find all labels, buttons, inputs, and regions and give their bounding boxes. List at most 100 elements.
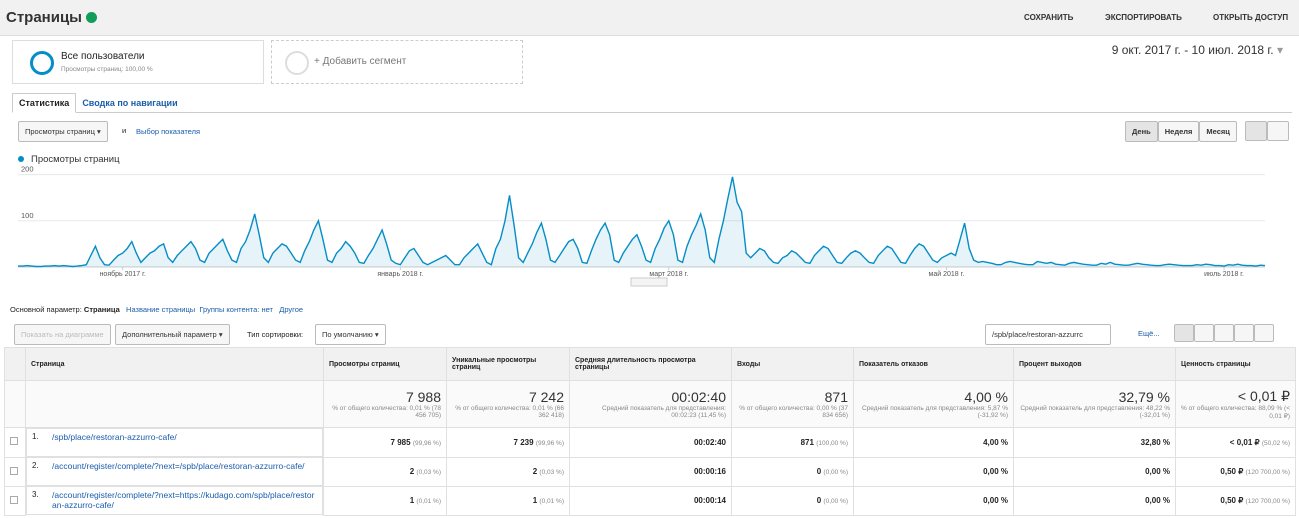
total-value: 7 988 xyxy=(405,389,441,405)
page-link[interactable]: /spb/place/restoran-azzurro-cafe/ xyxy=(52,432,177,442)
cell-value: 0 xyxy=(816,496,822,505)
value-cell: 00:00:14 xyxy=(569,485,732,516)
dimension-item[interactable]: Другое xyxy=(279,305,304,314)
motion-chart-button[interactable] xyxy=(1266,121,1289,141)
cell-percent: (50,02 %) xyxy=(1261,439,1290,447)
view-button[interactable] xyxy=(1214,324,1234,342)
x-tick-label: ноябрь 2017 г. xyxy=(100,270,146,278)
cell-value: 0,50 ₽ xyxy=(1220,467,1244,476)
tab[interactable]: Статистика xyxy=(12,93,77,113)
plot-rows-button[interactable]: Показать на диаграмме xyxy=(14,324,111,345)
metric-text: Просмотры страниц xyxy=(25,127,95,136)
total-cell: < 0,01 ₽% от общего количества: 88,09 % … xyxy=(1175,380,1296,428)
cell-value: 4,00 % xyxy=(983,437,1008,447)
export-button[interactable]: ЭКСПОРТИРОВАТЬ xyxy=(1105,13,1182,22)
cell-percent: (0,01 %) xyxy=(416,498,441,505)
total-value: 871 xyxy=(824,389,848,405)
page-link[interactable]: /account/register/complete/?next=/spb/pl… xyxy=(52,461,305,471)
more-link[interactable]: Ещё... xyxy=(1138,329,1160,338)
empty-cell xyxy=(25,380,324,428)
save-button[interactable]: СОХРАНИТЬ xyxy=(1024,13,1074,22)
x-tick-label: март 2018 г. xyxy=(649,271,688,278)
period-button[interactable]: Месяц xyxy=(1199,121,1237,142)
view-button[interactable] xyxy=(1254,324,1274,342)
line-chart-button[interactable] xyxy=(1244,121,1267,141)
table-row: 1. /spb/place/restoran-azzurro-cafe/7 985… xyxy=(4,427,1296,458)
segment-card[interactable]: Все пользователи Просмотры страниц: 100,… xyxy=(12,40,264,84)
value-cell: 7 985 (99,96 %) xyxy=(323,427,447,458)
tab[interactable]: Сводка по навигации xyxy=(82,98,178,108)
page-cell: 3. /account/register/complete/?next=https… xyxy=(26,486,323,515)
view-buttons xyxy=(1174,324,1274,342)
period-button[interactable]: Неделя xyxy=(1157,121,1200,142)
cell-percent: (120 700,00 %) xyxy=(1245,498,1290,505)
view-button[interactable] xyxy=(1174,324,1194,342)
value-cell: 2 (0,03 %) xyxy=(446,456,570,487)
row-index: 3. xyxy=(32,490,39,499)
column-header: Показатель отказов xyxy=(853,347,1014,381)
value-cell: 0,00 % xyxy=(1013,456,1176,487)
value-cell: 0,50 ₽ (120 700,00 %) xyxy=(1175,485,1296,516)
column-header: Процент выходов xyxy=(1013,347,1176,381)
column-header: Уникальные просмотры страниц xyxy=(446,347,570,381)
value-cell: 32,80 % xyxy=(1013,427,1176,458)
chart-scroll-handle[interactable] xyxy=(630,277,668,287)
checkbox-cell xyxy=(4,456,26,487)
cell-percent: (99,96 %) xyxy=(535,439,564,447)
chart: Просмотры страниц 100 200 ноябрь 2017 г. ян… xyxy=(18,154,1266,287)
cell-percent: (0,00 %) xyxy=(823,469,848,476)
sort-text: По умолчанию xyxy=(322,330,373,339)
secondary-dimension[interactable]: Дополнительный параметр ▾ xyxy=(115,324,230,345)
metric-select[interactable]: Просмотры страниц ▾ xyxy=(18,121,108,142)
cell-value: 1 xyxy=(532,496,538,505)
y-tick-label: 100 xyxy=(21,211,34,220)
view-button[interactable] xyxy=(1194,324,1214,342)
line xyxy=(18,176,1266,268)
checkbox[interactable] xyxy=(10,466,18,475)
total-cell: 7 988% от общего количества: 0,01 % (78 … xyxy=(323,380,447,428)
total-cell: 871% от общего количества: 0,00 % (37 83… xyxy=(731,380,854,428)
value-cell: 00:00:16 xyxy=(569,456,732,487)
total-sub: % от общего количества: 0,00 % (37 834 6… xyxy=(739,405,848,419)
total-sub: Средний показатель для представления: 48… xyxy=(1020,405,1170,419)
total-sub: Средний показатель для представления: 5,… xyxy=(861,405,1008,419)
value-cell: 0 (0,00 %) xyxy=(731,485,854,516)
page-cell: 2. /account/register/complete/?next=/spb/… xyxy=(26,457,323,486)
cell-value: 32,80 % xyxy=(1140,437,1170,447)
page-link[interactable]: /account/register/complete/?next=https:/… xyxy=(52,490,315,510)
cell-value: 00:00:14 xyxy=(693,496,726,505)
value-cell: 871 (100,00 %) xyxy=(731,427,854,458)
view-button[interactable] xyxy=(1234,324,1254,342)
total-value: 7 242 xyxy=(528,389,564,405)
total-value: 4,00 % xyxy=(964,389,1008,405)
cell-value: 00:00:16 xyxy=(693,467,726,476)
period-buttons: День Неделя Месяц xyxy=(1125,121,1289,142)
cell-value: < 0,01 ₽ xyxy=(1229,437,1260,447)
checkbox-cell xyxy=(4,347,26,381)
column-header: Ценность страницы xyxy=(1175,347,1296,381)
dimension-item[interactable]: Название страницы xyxy=(126,305,196,314)
value-cell: 0,00 % xyxy=(853,485,1014,516)
dimension-item[interactable]: Группы контента: нет xyxy=(199,305,273,314)
add-segment[interactable]: + Добавить сегмент xyxy=(271,40,523,84)
period-button[interactable]: День xyxy=(1125,121,1158,142)
segment-name: Все пользователи xyxy=(61,51,145,62)
checkbox[interactable] xyxy=(10,437,18,446)
choose-metric[interactable]: Выбор показателя xyxy=(136,127,201,136)
legend-dot xyxy=(18,156,24,162)
search-input[interactable]: /spb/place/restoran-azzurrc xyxy=(985,324,1111,345)
area xyxy=(18,176,1265,267)
total-value: 00:02:40 xyxy=(671,389,727,405)
dimension-label: Основной параметр: xyxy=(10,305,82,314)
cell-percent: (100,00 %) xyxy=(816,439,848,447)
share-button[interactable]: ОТКРЫТЬ ДОСТУП xyxy=(1213,13,1289,22)
cell-value: 1 xyxy=(409,496,415,505)
cell-percent: (0,01 %) xyxy=(539,498,564,505)
sort-select[interactable]: По умолчанию ▾ xyxy=(315,324,386,345)
table-row: 2. /account/register/complete/?next=/spb/… xyxy=(4,456,1296,487)
x-tick-label: май 2018 г. xyxy=(929,270,965,278)
date-range[interactable]: 9 окт. 2017 г. - 10 июл. 2018 г. ▾ xyxy=(1111,43,1283,57)
checkbox[interactable] xyxy=(10,495,18,504)
empty-cell xyxy=(4,380,26,428)
